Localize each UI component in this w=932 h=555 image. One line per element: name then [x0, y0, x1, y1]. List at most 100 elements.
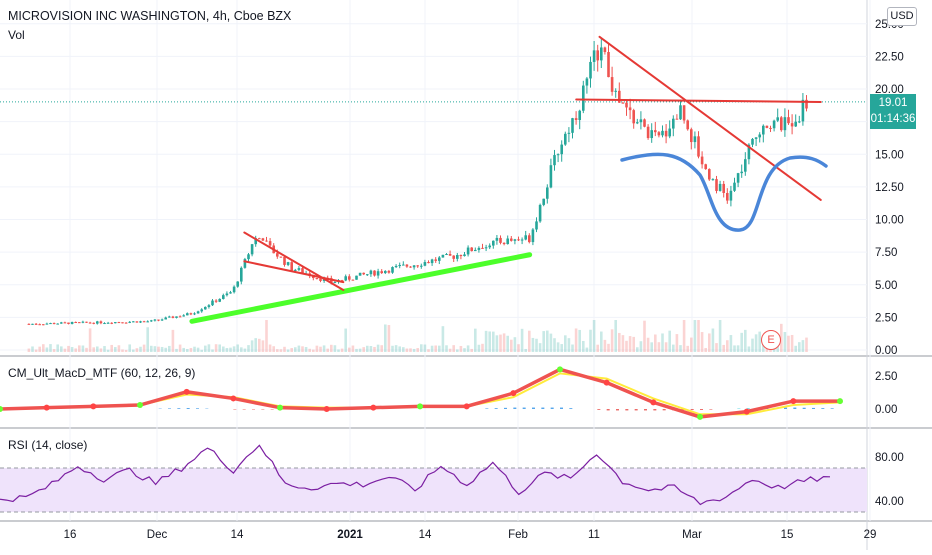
- volume-bar: [319, 347, 322, 352]
- earnings-marker[interactable]: E: [761, 330, 781, 350]
- volume-bar: [668, 331, 671, 352]
- candle-body: [211, 301, 214, 306]
- volume-bar: [146, 327, 149, 352]
- volume-bar: [726, 340, 729, 352]
- volume-bar: [323, 345, 326, 352]
- candle-body: [438, 257, 441, 260]
- candle-body: [431, 259, 434, 263]
- candle-body: [204, 307, 207, 309]
- volume-bar: [791, 335, 794, 352]
- candle-body: [262, 238, 265, 240]
- volume-bar: [125, 350, 128, 352]
- candle-body: [528, 235, 531, 242]
- candle-body: [794, 122, 797, 127]
- volume-bar: [740, 333, 743, 352]
- currency-button[interactable]: USD: [887, 7, 917, 26]
- candle-body: [67, 323, 70, 324]
- time-axis-tick: 11: [588, 529, 600, 541]
- candle-body: [478, 248, 481, 250]
- macd-cross-dot: [324, 406, 330, 412]
- bar-countdown: 01:14:36: [870, 111, 916, 127]
- candle-body: [179, 316, 182, 317]
- macd-legend[interactable]: CM_Ult_MacD_MTF (60, 12, 26, 9): [8, 366, 195, 380]
- candle-body: [586, 78, 589, 85]
- candle-body: [35, 324, 38, 325]
- macd-cross-dot: [230, 395, 236, 401]
- candle-body: [89, 323, 92, 324]
- volume-bar: [283, 347, 286, 352]
- macd-cross-dot: [370, 405, 376, 411]
- symbol-title[interactable]: MICROVISION INC WASHINGTON, 4h, Cboe BZX: [8, 9, 291, 23]
- candle-body: [366, 274, 369, 275]
- macd-histogram-bar: [177, 408, 180, 409]
- time-axis-tick: 14: [231, 529, 244, 541]
- volume-bar: [452, 345, 455, 352]
- volume-bar: [521, 329, 524, 352]
- volume-bar: [582, 341, 585, 352]
- macd-histogram-bar: [821, 408, 824, 409]
- volume-bar: [622, 335, 625, 352]
- volume-legend[interactable]: Vol: [8, 28, 25, 42]
- candle-body: [53, 323, 56, 324]
- volume-bar: [161, 347, 164, 352]
- volume-bar: [751, 339, 754, 352]
- candle-body: [654, 130, 657, 132]
- candle-body: [413, 265, 416, 267]
- candle-body: [92, 323, 95, 324]
- candle-body: [276, 253, 279, 256]
- volume-bar: [571, 345, 574, 352]
- macd-cross-dot: [90, 403, 96, 409]
- volume-bar: [128, 344, 131, 352]
- volume-bar: [262, 340, 265, 352]
- candle-body: [589, 62, 592, 79]
- price-axis-tick: 0.00: [875, 345, 897, 357]
- volume-bar: [632, 337, 635, 352]
- candle-body: [773, 121, 776, 129]
- candle-body: [434, 259, 437, 260]
- volume-bar: [215, 344, 218, 352]
- candle-body: [287, 262, 290, 265]
- volume-bar: [460, 346, 463, 352]
- candle-body: [636, 122, 639, 123]
- volume-bar: [200, 350, 203, 352]
- volume-bar: [46, 347, 49, 352]
- candle-body: [398, 265, 401, 266]
- candle-body: [373, 271, 376, 276]
- candle-body: [762, 126, 765, 135]
- volume-bar: [589, 330, 592, 352]
- volume-bar: [395, 345, 398, 352]
- candle-body: [427, 262, 430, 263]
- macd-cross-dot: [510, 390, 516, 396]
- volume-bar: [449, 349, 452, 352]
- volume-bar: [654, 334, 657, 352]
- volume-bar: [175, 349, 178, 352]
- volume-bar: [593, 320, 596, 352]
- volume-bar: [236, 344, 239, 352]
- volume-bar: [679, 345, 682, 352]
- candle-body: [161, 319, 164, 320]
- macd-histogram-bar: [485, 408, 488, 409]
- volume-bar: [431, 346, 434, 352]
- candle-body: [697, 136, 700, 156]
- rsi-legend[interactable]: RSI (14, close): [8, 438, 87, 452]
- volume-bar: [355, 349, 358, 352]
- volume-bar: [694, 320, 697, 352]
- candle-body: [460, 255, 463, 256]
- candle-body: [409, 267, 412, 268]
- macd-cross-dot: [744, 409, 750, 415]
- candle-body: [582, 86, 585, 111]
- candle-body: [136, 321, 139, 322]
- candle-body: [672, 119, 675, 129]
- volume-bar: [434, 345, 437, 352]
- volume-bar: [535, 339, 538, 352]
- candle-body: [391, 267, 394, 273]
- volume-bar: [294, 347, 297, 352]
- volume-bar: [150, 346, 153, 352]
- volume-bar: [240, 347, 243, 352]
- last-price-tag: 19.01 01:14:36: [870, 94, 916, 129]
- candle-body: [402, 265, 405, 266]
- volume-bar: [370, 346, 373, 352]
- candle-body: [492, 241, 495, 246]
- candle-body: [352, 280, 355, 281]
